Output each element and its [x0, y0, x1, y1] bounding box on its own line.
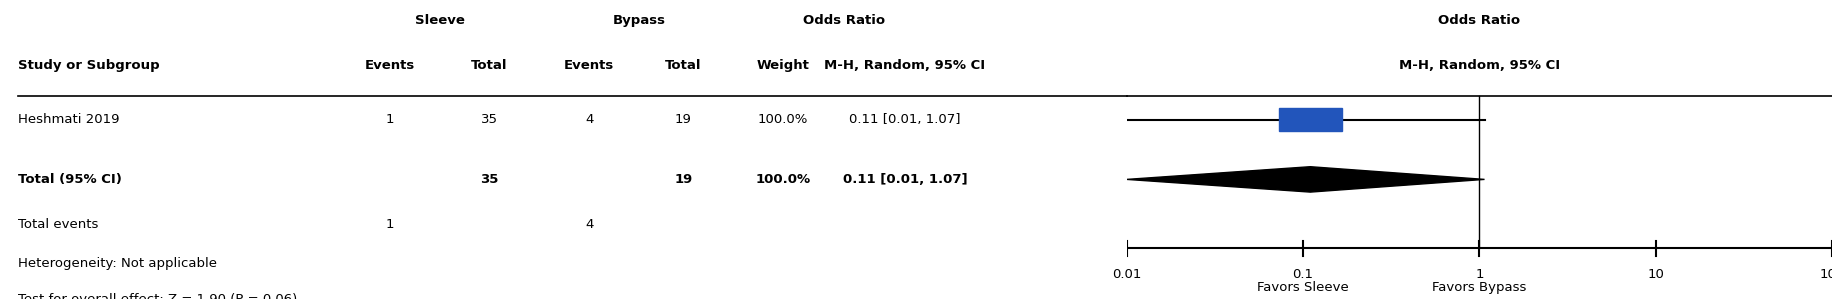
Text: 19: 19: [674, 113, 692, 126]
Text: Odds Ratio: Odds Ratio: [802, 14, 885, 28]
Text: Bypass: Bypass: [612, 14, 665, 28]
Text: Sleeve: Sleeve: [414, 14, 465, 28]
Text: Total (95% CI): Total (95% CI): [18, 173, 123, 186]
Text: 19: 19: [674, 173, 692, 186]
Text: Events: Events: [564, 59, 614, 72]
Bar: [1279, 109, 1343, 131]
Text: Events: Events: [365, 59, 414, 72]
Text: 0.11 [0.01, 1.07]: 0.11 [0.01, 1.07]: [843, 173, 967, 186]
Text: Favors Bypass: Favors Bypass: [1433, 280, 1526, 294]
Text: M-H, Random, 95% CI: M-H, Random, 95% CI: [824, 59, 986, 72]
Text: 1: 1: [385, 218, 394, 231]
Text: 4: 4: [584, 113, 594, 126]
Text: 10: 10: [1647, 268, 1663, 280]
Text: Total events: Total events: [18, 218, 99, 231]
Text: Odds Ratio: Odds Ratio: [1438, 14, 1521, 28]
Text: 0.01: 0.01: [1112, 268, 1141, 280]
Polygon shape: [1127, 167, 1484, 192]
Text: Favors Sleeve: Favors Sleeve: [1257, 280, 1348, 294]
Text: Total: Total: [665, 59, 702, 72]
Text: 0.11 [0.01, 1.07]: 0.11 [0.01, 1.07]: [850, 113, 960, 126]
Text: 4: 4: [584, 218, 594, 231]
Text: 1: 1: [1475, 268, 1484, 280]
Text: 35: 35: [480, 113, 498, 126]
Text: Study or Subgroup: Study or Subgroup: [18, 59, 159, 72]
Text: Heterogeneity: Not applicable: Heterogeneity: Not applicable: [18, 257, 218, 270]
Text: M-H, Random, 95% CI: M-H, Random, 95% CI: [1400, 59, 1559, 72]
Text: 1: 1: [385, 113, 394, 126]
Text: Total: Total: [471, 59, 507, 72]
Text: Weight: Weight: [757, 59, 810, 72]
Text: 0.1: 0.1: [1293, 268, 1314, 280]
Text: Heshmati 2019: Heshmati 2019: [18, 113, 119, 126]
Text: 100.0%: 100.0%: [755, 173, 810, 186]
Text: 100.0%: 100.0%: [758, 113, 808, 126]
Text: 35: 35: [480, 173, 498, 186]
Text: 100: 100: [1819, 268, 1832, 280]
Text: Test for overall effect: Z = 1.90 (P = 0.06): Test for overall effect: Z = 1.90 (P = 0…: [18, 292, 297, 299]
